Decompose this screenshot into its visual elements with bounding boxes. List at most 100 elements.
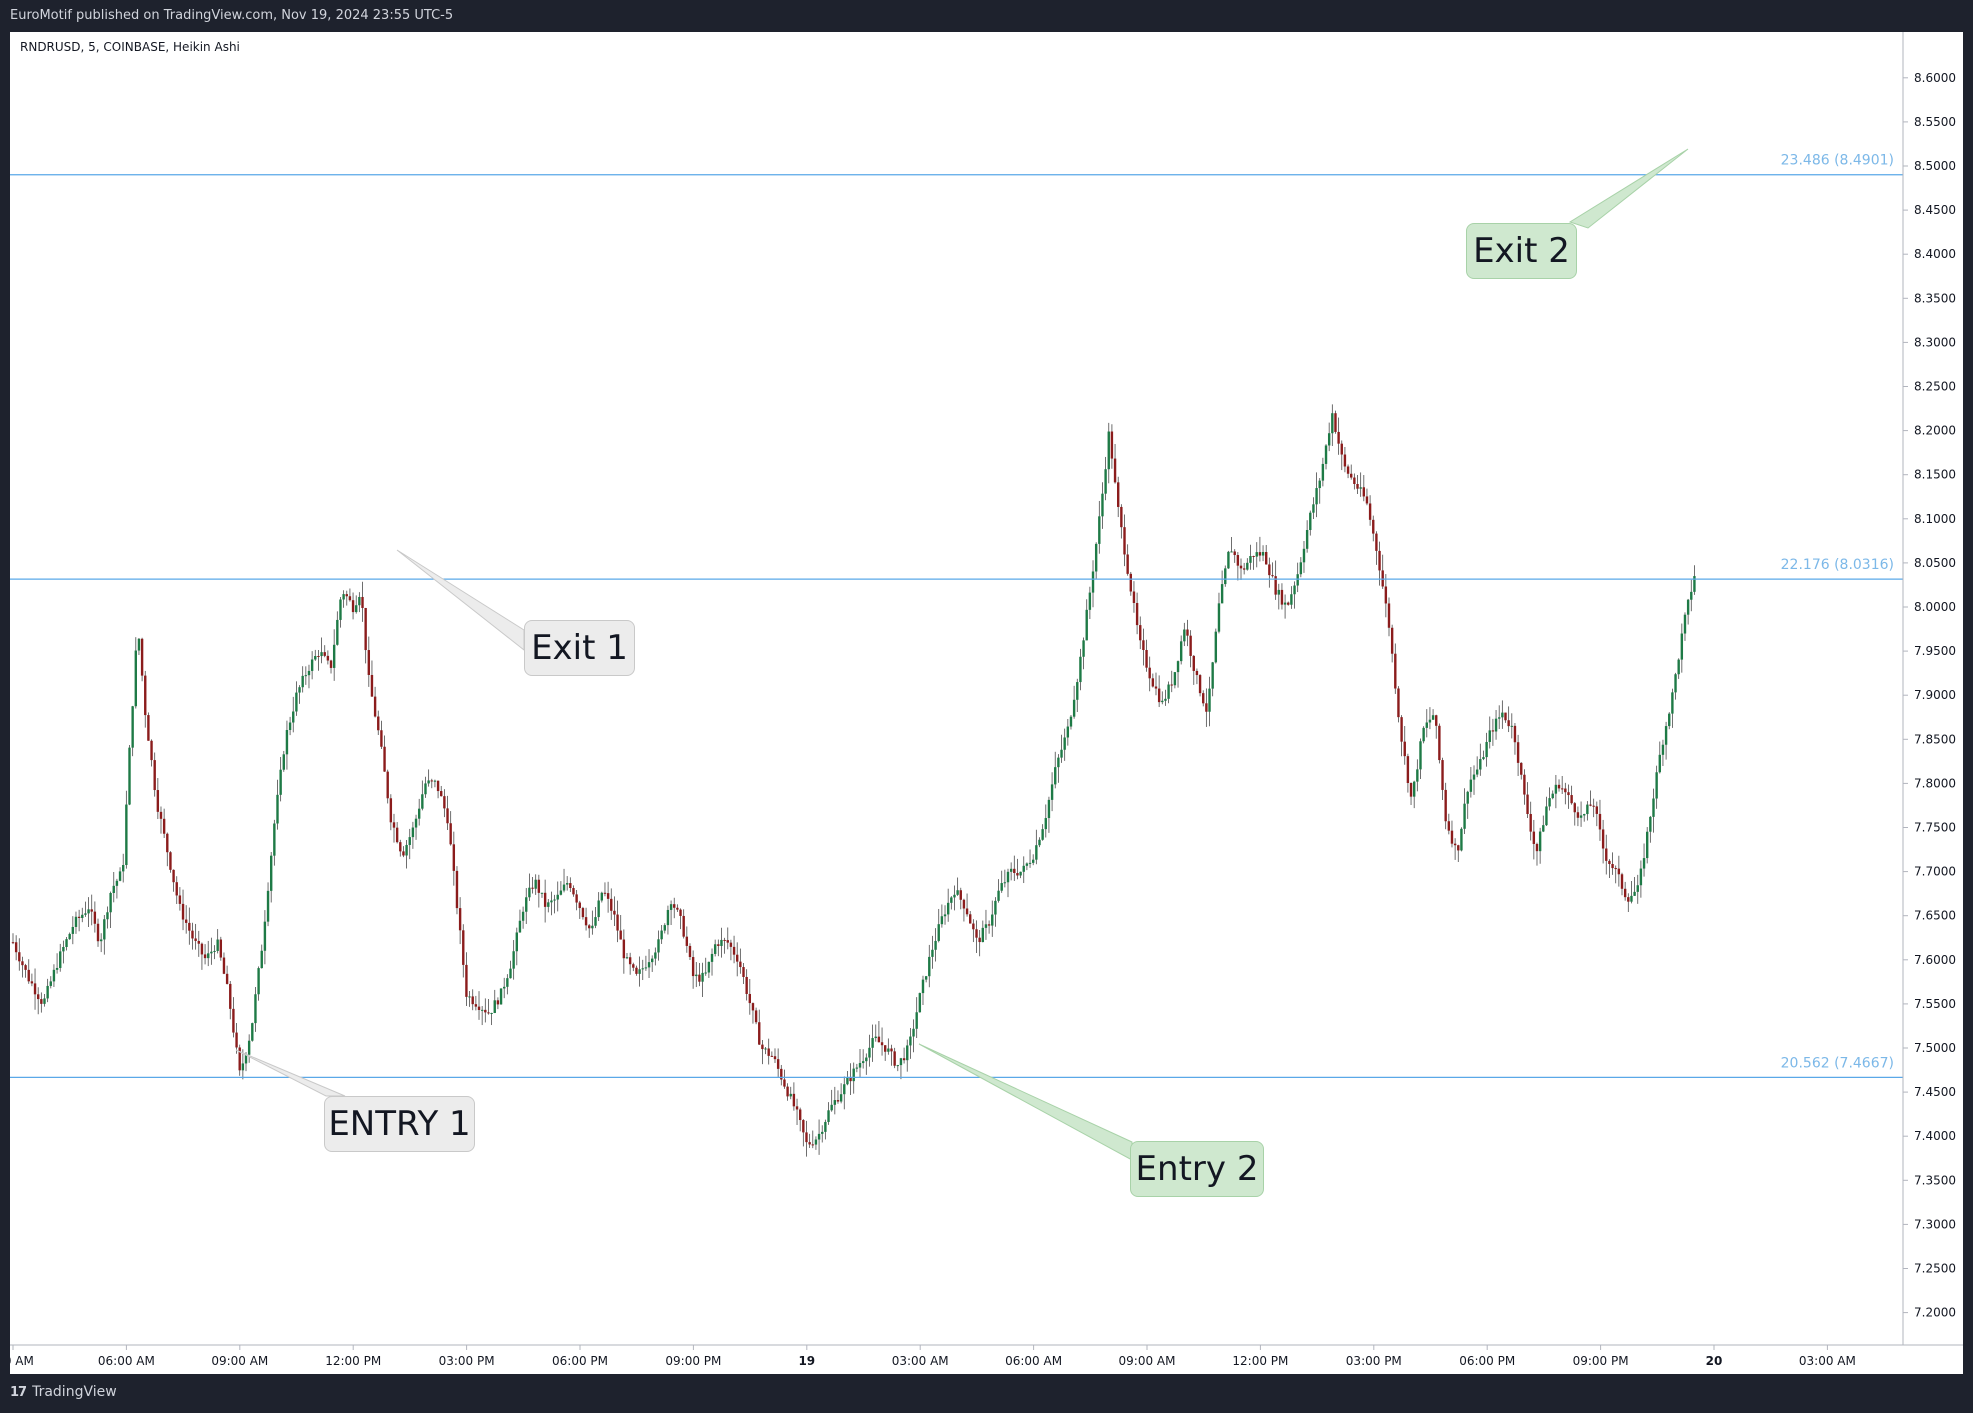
- candle-body: [824, 1121, 827, 1132]
- time-tick-label: 12:00 PM: [325, 1354, 381, 1368]
- candle-body: [399, 842, 402, 852]
- candle-body: [622, 939, 626, 959]
- candle-body: [1346, 466, 1350, 474]
- candle-body: [65, 939, 68, 947]
- candle-body: [320, 652, 323, 657]
- candle-body: [1680, 633, 1684, 660]
- time-tick-label: 06:00 AM: [1005, 1354, 1062, 1368]
- candle-body: [1224, 568, 1227, 585]
- candle-body: [928, 956, 931, 977]
- candle-body: [1595, 806, 1599, 814]
- tradingview-brand[interactable]: 17 TradingView: [10, 1384, 117, 1400]
- candle-body: [238, 1047, 241, 1071]
- candle-body: [1006, 871, 1010, 883]
- price-tick-label: 7.6500: [1914, 909, 1956, 923]
- price-tick-label: 7.5500: [1914, 997, 1956, 1011]
- candle-body: [383, 746, 386, 772]
- candle-body: [745, 976, 748, 994]
- candle-body: [191, 930, 194, 939]
- candle-body: [994, 900, 997, 915]
- level-label: 20.562 (7.4667): [1781, 1055, 1894, 1071]
- candle-body: [1217, 603, 1221, 632]
- candle-body: [852, 1068, 855, 1082]
- candle-body: [1570, 795, 1573, 804]
- candle-body: [244, 1054, 248, 1064]
- candle-body: [1579, 815, 1583, 818]
- candle-body: [90, 909, 93, 912]
- price-chart[interactable]: 23.486 (8.4901) 22.176 (8.0316) 20.562 (7.…: [10, 32, 1963, 1374]
- candle-body: [981, 927, 985, 943]
- candle-body: [1123, 527, 1126, 555]
- candle-body: [1054, 767, 1057, 785]
- price-tick-label: 7.7000: [1914, 865, 1956, 879]
- candle-body: [1435, 715, 1438, 726]
- candle-body: [691, 957, 695, 977]
- candle-body: [1658, 754, 1661, 773]
- candle-body: [584, 917, 588, 926]
- candle-body: [462, 930, 465, 965]
- candle-body: [298, 687, 301, 693]
- candle-body: [18, 952, 21, 962]
- candle-body: [490, 1012, 493, 1014]
- candle-body: [710, 953, 714, 962]
- candle-body: [30, 981, 34, 984]
- candle-body: [1630, 895, 1633, 902]
- candle-body: [1302, 548, 1306, 563]
- candle-body: [679, 909, 682, 916]
- candle-body: [1063, 737, 1066, 750]
- candle-body: [1475, 769, 1479, 775]
- candle-body: [144, 675, 147, 716]
- candle-body: [739, 961, 742, 968]
- footer-bar: 17 TradingView: [0, 1374, 1973, 1413]
- candle-body: [1129, 573, 1133, 592]
- candle-body: [1113, 458, 1117, 483]
- candle-body: [1507, 720, 1510, 727]
- candle-body: [1686, 599, 1690, 615]
- candle-body: [569, 883, 572, 889]
- candle-body: [156, 790, 160, 812]
- candle-body: [373, 696, 377, 717]
- candle-body: [1173, 672, 1177, 686]
- candle-body: [1035, 845, 1038, 860]
- candle-body: [761, 1044, 764, 1050]
- candle-body: [934, 940, 937, 950]
- candle-body: [446, 808, 449, 824]
- candle-body: [644, 967, 648, 969]
- candle-body: [654, 952, 657, 959]
- candle-body: [603, 892, 607, 894]
- candle-body: [698, 974, 701, 982]
- candle-body: [421, 794, 424, 809]
- candle-body: [408, 837, 411, 845]
- candle-body: [1261, 552, 1265, 556]
- candle-body: [27, 969, 30, 982]
- candle-body: [1668, 713, 1671, 727]
- candle-body: [93, 911, 97, 924]
- candle-body: [1573, 803, 1576, 813]
- candle-body: [1066, 726, 1070, 738]
- candle-body: [134, 650, 138, 707]
- candle-body: [1494, 718, 1498, 732]
- candle-body: [1359, 487, 1362, 489]
- candle-body: [1271, 575, 1274, 577]
- candle-body: [49, 981, 52, 986]
- time-tick-label: 09:00 PM: [1573, 1354, 1629, 1368]
- candle-body: [1529, 813, 1532, 832]
- candle-body: [1479, 759, 1482, 770]
- candle-body: [1252, 556, 1255, 558]
- candle-body: [1608, 860, 1611, 865]
- candle-body: [115, 880, 119, 886]
- candle-body: [805, 1132, 808, 1143]
- candle-body: [537, 879, 541, 893]
- candle-body: [342, 594, 345, 600]
- candle-body: [503, 986, 506, 989]
- candle-body: [147, 715, 150, 741]
- candle-body: [723, 939, 726, 941]
- candle-body: [150, 740, 153, 761]
- candle-body: [1255, 552, 1258, 557]
- time-tick-label: 03:00 PM: [1346, 1354, 1402, 1368]
- candle-body: [758, 1022, 761, 1045]
- candle-body: [871, 1038, 874, 1048]
- candle-body: [1094, 543, 1098, 572]
- candle-body: [364, 607, 367, 651]
- callout-tail: [396, 549, 525, 652]
